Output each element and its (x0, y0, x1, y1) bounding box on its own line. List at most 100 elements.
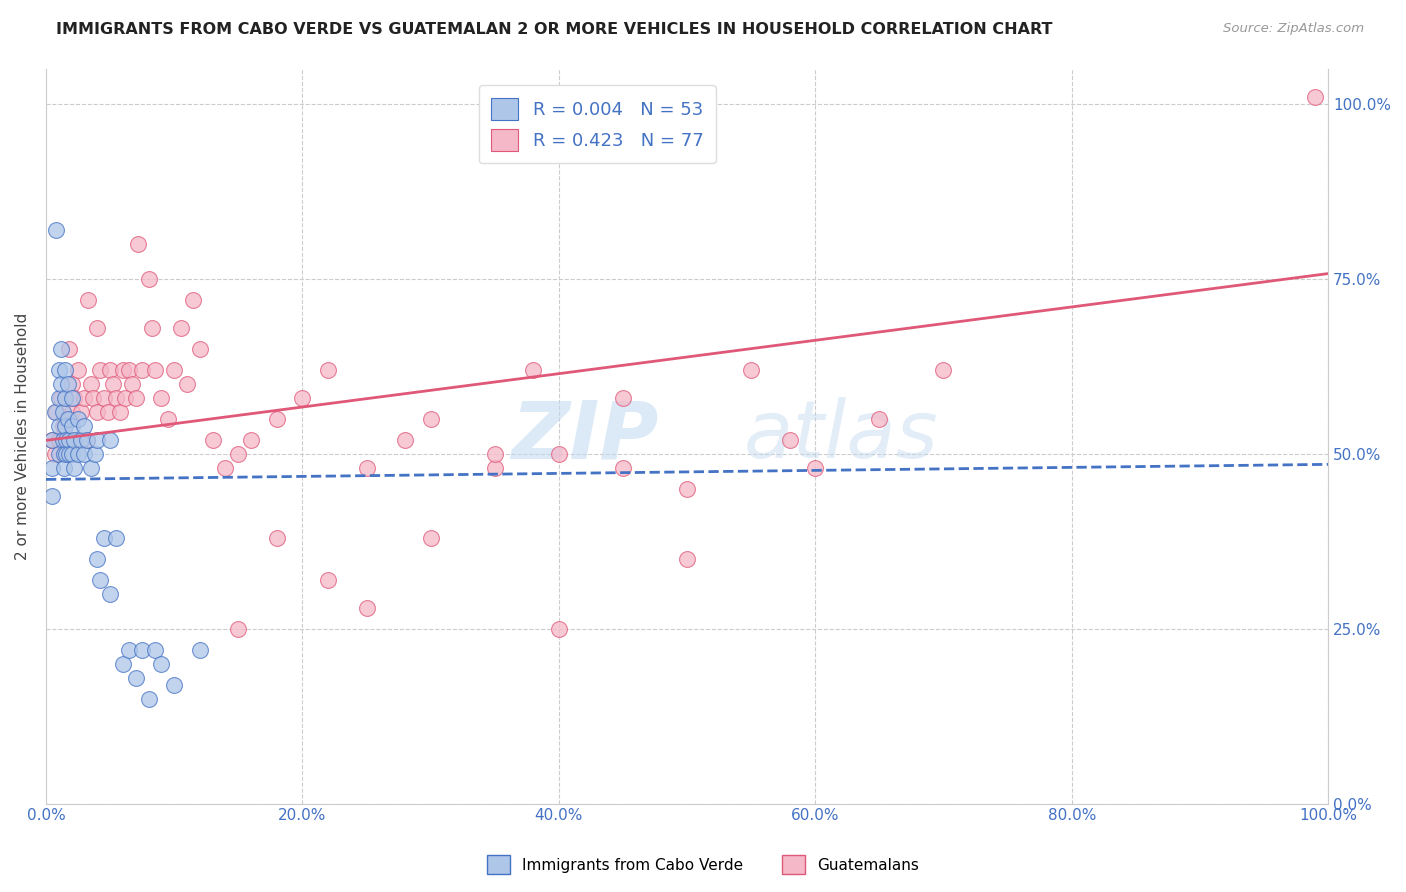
Point (98, 362, 121, 376)
Point (316, 573, 339, 587)
Point (45, 404, 67, 418)
Point (804, 460, 827, 475)
Point (76, 433, 98, 447)
Point (60, 446, 83, 460)
Point (66, 362, 89, 376)
Point (58, 446, 80, 460)
Point (60, 376, 83, 391)
Point (105, 531, 128, 545)
Point (86, 320, 108, 334)
Point (394, 433, 416, 447)
Point (143, 362, 166, 376)
Point (131, 362, 153, 376)
Text: Source: ZipAtlas.com: Source: ZipAtlas.com (1223, 22, 1364, 36)
Point (89, 573, 111, 587)
Point (60, 418, 83, 433)
Point (779, 433, 801, 447)
Point (150, 657, 173, 671)
Point (868, 411, 890, 425)
Point (156, 411, 179, 425)
Point (226, 446, 249, 460)
Point (150, 391, 173, 405)
Point (56, 411, 79, 425)
Point (131, 642, 153, 657)
Point (143, 642, 166, 657)
Point (932, 362, 955, 376)
Point (69, 433, 91, 447)
Point (291, 391, 314, 405)
Point (316, 362, 339, 376)
Point (41, 489, 63, 503)
Point (73, 446, 96, 460)
Point (52, 460, 75, 475)
Point (63, 391, 86, 405)
Point (86, 433, 108, 447)
Point (676, 482, 699, 496)
Point (56, 433, 79, 447)
Point (226, 622, 249, 636)
Point (98, 433, 121, 447)
Point (66, 446, 89, 460)
Point (63, 433, 86, 447)
Point (76, 433, 98, 447)
Point (51, 342, 73, 356)
Point (183, 293, 205, 307)
Point (547, 446, 569, 460)
Point (58, 433, 80, 447)
Point (612, 460, 634, 475)
Point (69, 404, 91, 418)
Point (118, 642, 141, 657)
Point (52, 433, 75, 447)
Point (52, 446, 75, 460)
Point (188, 342, 211, 356)
Point (138, 691, 160, 706)
Point (56, 376, 79, 391)
Y-axis label: 2 or more Vehicles in Household: 2 or more Vehicles in Household (15, 312, 30, 559)
Point (80, 376, 103, 391)
Point (48, 362, 70, 376)
Point (214, 460, 236, 475)
Point (41, 460, 63, 475)
Point (89, 362, 111, 376)
Point (163, 362, 186, 376)
Point (80, 460, 103, 475)
Point (83, 446, 105, 460)
Point (125, 671, 148, 685)
Point (73, 391, 96, 405)
Point (51, 376, 73, 391)
Point (111, 657, 134, 671)
Point (266, 411, 288, 425)
Point (51, 391, 73, 405)
Text: IMMIGRANTS FROM CABO VERDE VS GUATEMALAN 2 OR MORE VEHICLES IN HOUSEHOLD CORRELA: IMMIGRANTS FROM CABO VERDE VS GUATEMALAN… (56, 22, 1053, 37)
Point (1305, 89, 1327, 103)
Point (356, 460, 378, 475)
Point (240, 433, 263, 447)
Point (101, 376, 124, 391)
Point (55, 411, 77, 425)
Point (93, 531, 115, 545)
Point (55, 433, 77, 447)
Point (66, 411, 89, 425)
Point (55, 446, 77, 460)
Point (44, 446, 66, 460)
Point (86, 551, 108, 566)
Point (138, 271, 160, 285)
Point (48, 433, 70, 447)
Point (612, 391, 634, 405)
Point (52, 418, 75, 433)
Point (93, 391, 115, 405)
Point (740, 362, 762, 376)
Point (41, 433, 63, 447)
Point (121, 376, 143, 391)
Point (111, 362, 134, 376)
Point (77, 293, 100, 307)
Point (53, 391, 76, 405)
Point (176, 376, 198, 391)
Point (127, 236, 149, 251)
Point (60, 391, 83, 405)
Point (484, 460, 506, 475)
Point (676, 551, 699, 566)
Point (48, 418, 70, 433)
Point (52, 446, 75, 460)
Point (58, 342, 80, 356)
